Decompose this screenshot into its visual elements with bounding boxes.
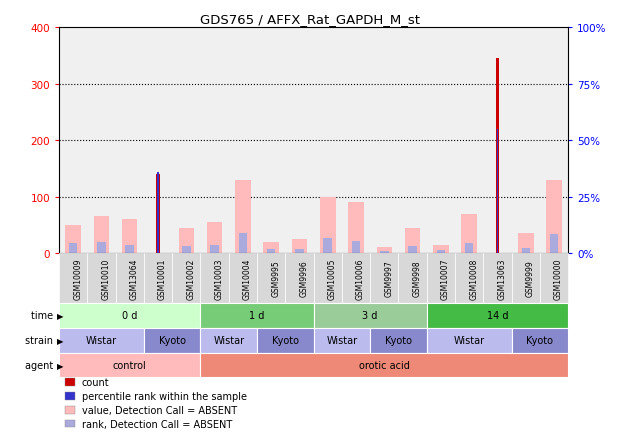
Text: GSM10000: GSM10000 xyxy=(554,258,563,299)
Bar xyxy=(409,246,417,253)
Text: GSM10006: GSM10006 xyxy=(356,258,365,299)
Text: GSM10001: GSM10001 xyxy=(158,258,167,299)
Bar xyxy=(267,250,276,253)
Bar xyxy=(235,180,251,253)
Bar xyxy=(125,245,134,253)
Text: percentile rank within the sample: percentile rank within the sample xyxy=(82,391,247,401)
Text: GSM9998: GSM9998 xyxy=(412,260,422,297)
Bar xyxy=(292,240,307,253)
Text: ▶: ▶ xyxy=(57,311,63,320)
Text: GSM9995: GSM9995 xyxy=(271,260,280,297)
Bar xyxy=(182,247,191,253)
Bar xyxy=(461,214,477,253)
Bar xyxy=(518,234,533,253)
Text: GSM10003: GSM10003 xyxy=(215,258,224,299)
Text: Kyoto: Kyoto xyxy=(385,335,412,345)
Text: Kyoto: Kyoto xyxy=(527,335,553,345)
Bar xyxy=(207,223,222,253)
Bar xyxy=(97,242,106,253)
Text: ▶: ▶ xyxy=(57,361,63,370)
Bar xyxy=(522,248,530,253)
Text: time: time xyxy=(30,311,56,321)
Bar xyxy=(496,59,499,253)
Text: GSM9997: GSM9997 xyxy=(384,260,393,297)
Bar xyxy=(263,242,279,253)
Text: GSM9999: GSM9999 xyxy=(526,260,535,297)
Bar xyxy=(546,180,562,253)
Bar xyxy=(405,228,420,253)
Text: Wistar: Wistar xyxy=(326,335,358,345)
Bar xyxy=(211,245,219,253)
Text: orotic acid: orotic acid xyxy=(359,360,410,370)
Text: rank, Detection Call = ABSENT: rank, Detection Call = ABSENT xyxy=(82,419,232,428)
Text: 0 d: 0 d xyxy=(122,311,137,321)
Bar xyxy=(380,252,389,253)
Bar xyxy=(351,241,360,253)
Bar xyxy=(550,235,558,253)
Text: Kyoto: Kyoto xyxy=(272,335,299,345)
Bar xyxy=(69,244,78,253)
Text: ▶: ▶ xyxy=(57,336,63,345)
Text: GSM13064: GSM13064 xyxy=(130,258,138,299)
Bar xyxy=(376,248,392,253)
Bar xyxy=(94,217,109,253)
Text: strain: strain xyxy=(25,335,56,345)
Text: GSM10002: GSM10002 xyxy=(186,258,195,299)
Bar xyxy=(433,245,449,253)
Text: GDS765 / AFFX_Rat_GAPDH_M_st: GDS765 / AFFX_Rat_GAPDH_M_st xyxy=(201,13,420,26)
Bar xyxy=(178,228,194,253)
Text: GSM10009: GSM10009 xyxy=(73,258,82,299)
Text: 3 d: 3 d xyxy=(363,311,378,321)
Text: GSM10010: GSM10010 xyxy=(101,258,111,299)
Bar xyxy=(465,243,473,253)
Text: 14 d: 14 d xyxy=(487,311,508,321)
Bar xyxy=(65,225,81,253)
Bar xyxy=(497,130,499,253)
Bar xyxy=(348,203,364,253)
Text: 1 d: 1 d xyxy=(250,311,265,321)
Text: GSM10005: GSM10005 xyxy=(328,258,337,299)
Text: GSM10007: GSM10007 xyxy=(441,258,450,299)
Text: Wistar: Wistar xyxy=(213,335,244,345)
Text: Kyoto: Kyoto xyxy=(158,335,186,345)
Text: agent: agent xyxy=(24,360,56,370)
Bar xyxy=(320,197,335,253)
Bar xyxy=(324,238,332,253)
Text: GSM10004: GSM10004 xyxy=(243,258,252,299)
Bar xyxy=(295,249,304,253)
Text: Wistar: Wistar xyxy=(86,335,117,345)
Bar xyxy=(156,174,160,253)
Text: GSM9996: GSM9996 xyxy=(299,260,309,297)
Bar xyxy=(437,251,445,253)
Bar xyxy=(122,220,137,253)
Text: count: count xyxy=(82,377,109,387)
Bar xyxy=(157,172,159,253)
Text: Wistar: Wistar xyxy=(453,335,485,345)
Text: GSM10008: GSM10008 xyxy=(469,258,478,299)
Text: GSM13063: GSM13063 xyxy=(497,258,507,299)
Bar xyxy=(238,234,247,253)
Text: control: control xyxy=(113,360,147,370)
Text: value, Detection Call = ABSENT: value, Detection Call = ABSENT xyxy=(82,405,237,414)
